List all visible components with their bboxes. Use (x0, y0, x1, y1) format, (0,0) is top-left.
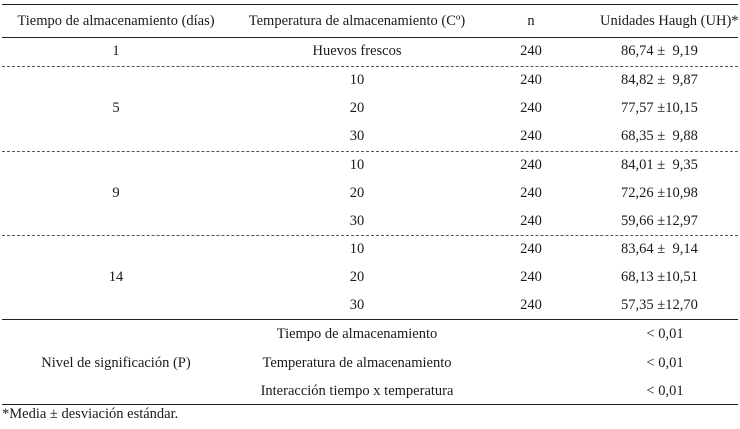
haugh-cell: 57,35 ±12,70 (621, 297, 698, 313)
n-cell: 240 (520, 297, 542, 313)
group-divider (2, 235, 738, 236)
haugh-cell: 84,82 ± 9,87 (621, 72, 698, 88)
significance-label: Nivel de significación (P) (41, 355, 191, 371)
temp-cell: 10 (349, 241, 365, 257)
n-cell: 240 (520, 185, 542, 201)
header-n: n (527, 13, 535, 29)
haugh-cell: 59,66 ±12,97 (621, 213, 698, 229)
top-rule (2, 4, 738, 5)
n-cell: 240 (520, 157, 542, 173)
temp-cell: 10 (349, 72, 365, 88)
p-value: < 0,01 (646, 326, 684, 342)
temp-cell: 10 (349, 157, 365, 173)
haugh-cell: 77,57 ±10,15 (621, 100, 698, 116)
significance-rule (2, 319, 738, 320)
haugh-cell: 83,64 ± 9,14 (621, 241, 698, 257)
p-value: < 0,01 (646, 355, 684, 371)
day-cell: 1 (112, 43, 120, 59)
haugh-cell: 68,13 ±10,51 (621, 269, 698, 285)
n-cell: 240 (520, 213, 542, 229)
temp-cell: 20 (349, 269, 365, 285)
temp-cell: 20 (349, 100, 365, 116)
temp-cell: 30 (349, 213, 365, 229)
day-cell: 5 (112, 100, 120, 116)
header-storage-days: Tiempo de almacenamiento (días) (17, 13, 215, 29)
temp-cell: 30 (349, 297, 365, 313)
bottom-rule (2, 404, 738, 405)
significance-factor: Temperatura de almacenamiento (262, 355, 452, 371)
p-value: < 0,01 (646, 383, 684, 399)
header-rule (2, 37, 738, 38)
n-cell: 240 (520, 269, 542, 285)
group-divider (2, 151, 738, 152)
group-divider (2, 66, 738, 67)
day-cell: 14 (108, 269, 124, 285)
n-cell: 240 (520, 100, 542, 116)
temp-cell: 30 (349, 128, 365, 144)
haugh-cell: 84,01 ± 9,35 (621, 157, 698, 173)
significance-factor: Interacción tiempo x temperatura (260, 383, 454, 399)
haugh-cell: 68,35 ± 9,88 (621, 128, 698, 144)
haugh-cell: 86,74 ± 9,19 (621, 43, 698, 59)
footnote: *Media ± desviación estándar. (2, 406, 179, 422)
n-cell: 240 (520, 241, 542, 257)
temp-cell: 20 (349, 185, 365, 201)
n-cell: 240 (520, 72, 542, 88)
header-storage-temp: Temperatura de almacenamiento (Cº) (248, 13, 466, 29)
temp-cell: Huevos frescos (312, 43, 402, 59)
significance-factor: Tiempo de almacenamiento (276, 326, 438, 342)
n-cell: 240 (520, 43, 542, 59)
haugh-cell: 72,26 ±10,98 (621, 185, 698, 201)
header-haugh-units: Unidades Haugh (UH)* (600, 13, 739, 29)
n-cell: 240 (520, 128, 542, 144)
day-cell: 9 (112, 185, 120, 201)
